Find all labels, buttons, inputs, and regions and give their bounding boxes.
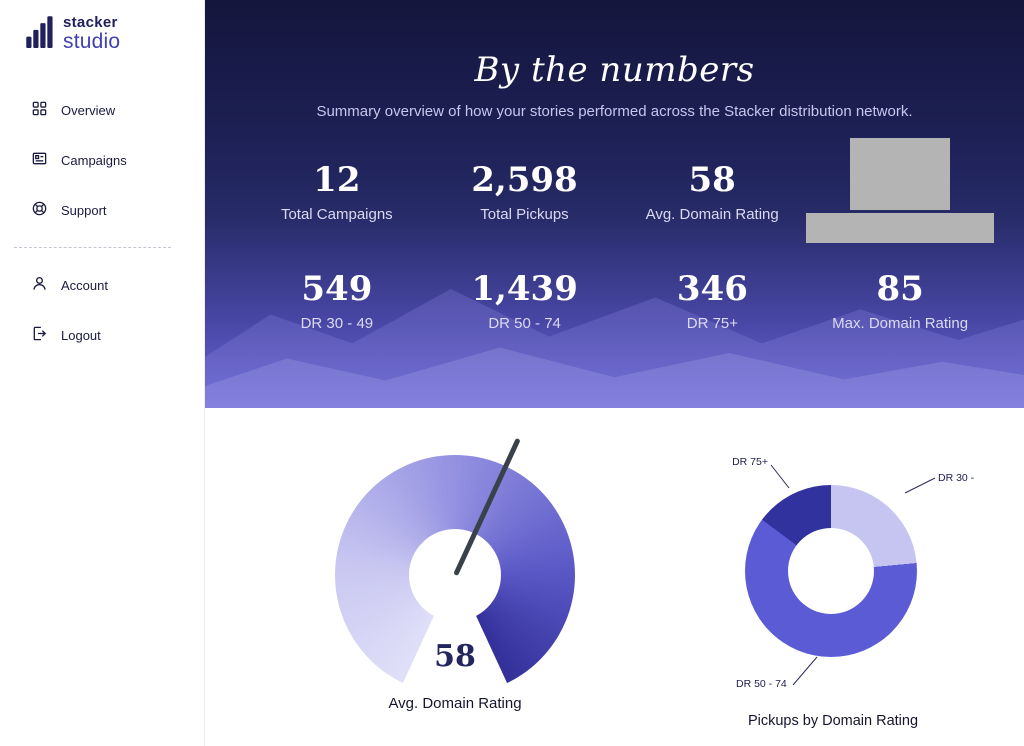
stat-avg-domain-rating: 58 Avg. Domain Rating [618,160,806,243]
sidebar-divider [14,247,171,248]
stat-dr-30-49: 549 DR 30 - 49 [243,269,431,333]
stat-label: DR 30 - 49 [300,315,374,333]
image-placeholder-slot [806,138,994,243]
stat-value: 1,439 [471,269,578,309]
gauge-value: 58 [434,639,476,674]
user-icon [31,275,48,295]
stat-value: 58 [688,160,736,200]
page-subtitle: Summary overview of how your stories per… [316,103,913,120]
stat-dr-50-74: 1,439 DR 50 - 74 [431,269,619,333]
donut-chart [745,485,917,657]
image-placeholder [806,138,994,243]
stat-value: 346 [676,269,748,309]
donut-label-dr30: DR 30 - [938,472,975,484]
sidebar-item-label: Overview [61,102,116,118]
sidebar-item-label: Campaigns [61,152,127,168]
sidebar-item-campaigns[interactable]: Campaigns [0,135,204,185]
stat-dr-75-plus: 346 DR 75+ [619,269,807,333]
stat-total-pickups: 2,598 Total Pickups [431,160,619,243]
stat-label: Total Pickups [480,206,569,224]
sidebar-item-label: Support [61,202,107,218]
sidebar-item-logout[interactable]: Logout [0,310,204,360]
donut-label-dr75: DR 75+ [732,456,768,468]
gauge-label: Avg. Domain Rating [388,695,522,712]
donut-label-dr50: DR 50 - 74 [736,678,787,690]
stat-label: Max. Domain Rating [832,315,969,333]
logo-word-stacker: stacker [63,14,118,31]
logo-word-studio: studio [63,29,121,53]
stat-total-campaigns: 12 Total Campaigns [243,160,431,243]
logout-icon [31,325,48,345]
sidebar: stacker studio Overview [0,0,205,746]
document-icon [31,150,48,170]
stats-row-2: 549 DR 30 - 49 1,439 DR 50 - 74 346 DR 7… [205,269,1024,333]
stat-value: 2,598 [471,160,578,200]
main-content: By the numbers Summary overview of how y… [205,0,1024,746]
gauge-chart: 58 [335,437,575,695]
logo-bars-icon [26,14,56,53]
stats-row-1: 12 Total Campaigns 2,598 Total Pickups 5… [205,138,1024,243]
stat-label: DR 75+ [686,315,739,333]
stat-value: 12 [313,160,361,200]
stat-value: 549 [301,269,373,309]
placeholder-bar [806,213,994,243]
placeholder-rect [850,138,950,210]
sidebar-item-label: Logout [61,327,101,343]
stat-label: DR 50 - 74 [488,315,561,333]
logo-text: stacker studio [63,15,120,53]
sidebar-item-label: Account [61,277,108,293]
stat-value: 85 [876,269,924,309]
stat-label: Avg. Domain Rating [645,206,779,224]
stat-label: Total Campaigns [280,206,393,224]
grid-icon [31,100,48,120]
hero-section: By the numbers Summary overview of how y… [205,0,1024,408]
stat-max-domain-rating: 85 Max. Domain Rating [806,269,994,333]
donut-hole [788,528,874,614]
sidebar-nav: Overview Campaigns [0,85,204,360]
logo[interactable]: stacker studio [0,14,204,53]
sidebar-item-overview[interactable]: Overview [0,85,204,135]
sidebar-item-support[interactable]: Support [0,185,204,235]
page-title: By the numbers [474,50,755,90]
donut-title: Pickups by Domain Rating [747,713,919,729]
lifebuoy-icon [31,200,48,220]
sidebar-item-account[interactable]: Account [0,260,204,310]
charts-section: 58 Avg. Domain Rating DR 75+ DR 30 - DR … [205,408,1024,746]
